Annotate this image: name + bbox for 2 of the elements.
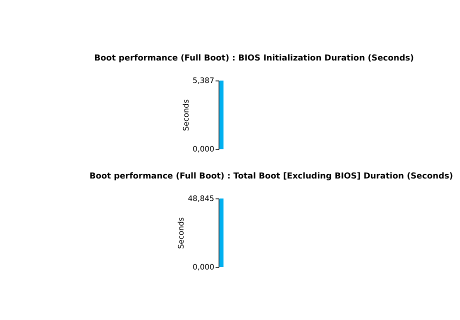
text: Boot performance (Full Boot) : BIOS Initialization Duration (Seconds) [94, 52, 414, 63]
text: Boot performance (Full Boot) : Total Boot [Excluding BIOS] Duration (Seconds) [89, 170, 454, 181]
